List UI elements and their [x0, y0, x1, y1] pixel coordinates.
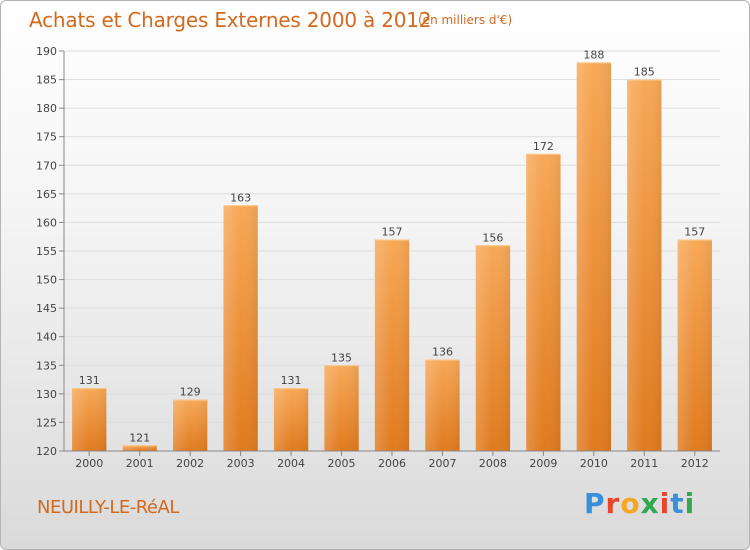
bar-shade [172, 399, 208, 451]
bar-shade [475, 245, 511, 451]
data-label: 136 [432, 346, 453, 359]
logo-letter: x [640, 487, 660, 520]
bar-shade [72, 388, 107, 451]
bar-shade [576, 62, 612, 452]
data-label: 185 [634, 66, 655, 79]
y-tick-label: 175 [36, 131, 57, 144]
bar-shade [526, 153, 561, 451]
x-tick-label: 2009 [529, 457, 557, 470]
x-tick-label: 2001 [126, 457, 154, 470]
x-tick-label: 2011 [630, 457, 658, 470]
data-label: 156 [482, 231, 503, 244]
bar-shade [273, 388, 309, 451]
data-label: 172 [533, 140, 554, 153]
logo-letter: o [620, 487, 641, 520]
bar-shade [374, 239, 410, 451]
logo-letter: i [684, 487, 696, 520]
y-tick-label: 170 [36, 159, 57, 172]
x-tick-label: 2010 [580, 457, 608, 470]
y-tick-label: 135 [36, 359, 57, 372]
data-label: 163 [230, 191, 251, 204]
bar-shade [627, 79, 662, 452]
x-tick-label: 2007 [428, 457, 456, 470]
data-label: 129 [180, 386, 201, 399]
x-tick-label: 2002 [176, 457, 204, 470]
y-tick-label: 130 [36, 388, 57, 401]
logo-letter: i [659, 487, 671, 520]
bar-shade [677, 239, 712, 451]
y-tick-label: 150 [36, 274, 57, 287]
x-tick-label: 2000 [75, 457, 103, 470]
data-label: 135 [331, 351, 352, 364]
x-tick-label: 2004 [277, 457, 305, 470]
logo-letter: t [670, 487, 685, 520]
data-label: 131 [281, 374, 302, 387]
commune-name: NEUILLY-LE-RéAL [37, 497, 179, 518]
y-tick-label: 155 [36, 245, 57, 258]
x-tick-label: 2003 [227, 457, 255, 470]
y-tick-label: 125 [36, 416, 57, 429]
logo-letter: P [584, 487, 606, 520]
y-tick-label: 160 [36, 216, 57, 229]
bar-shade [223, 205, 258, 451]
y-tick-label: 145 [36, 302, 57, 315]
bar-shade [122, 445, 157, 451]
data-label: 157 [382, 226, 403, 239]
y-tick-label: 120 [36, 445, 57, 458]
bar-shade [324, 365, 359, 451]
bar-shade [425, 359, 460, 451]
x-tick-label: 2012 [681, 457, 709, 470]
chart-title: Achats et Charges Externes 2000 à 2012 [29, 8, 432, 32]
x-tick-label: 2008 [479, 457, 507, 470]
data-label: 131 [79, 374, 100, 387]
x-tick-label: 2006 [378, 457, 406, 470]
data-label: 188 [583, 48, 604, 61]
data-label: 121 [129, 431, 150, 444]
y-tick-label: 140 [36, 331, 57, 344]
proxiti-logo: Proxiti [584, 487, 695, 520]
x-tick-label: 2005 [328, 457, 356, 470]
chart-subtitle: (en milliers d'€) [418, 13, 513, 27]
data-label: 157 [684, 226, 705, 239]
y-tick-label: 165 [36, 188, 57, 201]
logo-letter: r [605, 487, 621, 520]
y-tick-label: 190 [36, 45, 57, 58]
y-tick-label: 180 [36, 102, 57, 115]
y-tick-label: 185 [36, 74, 57, 87]
